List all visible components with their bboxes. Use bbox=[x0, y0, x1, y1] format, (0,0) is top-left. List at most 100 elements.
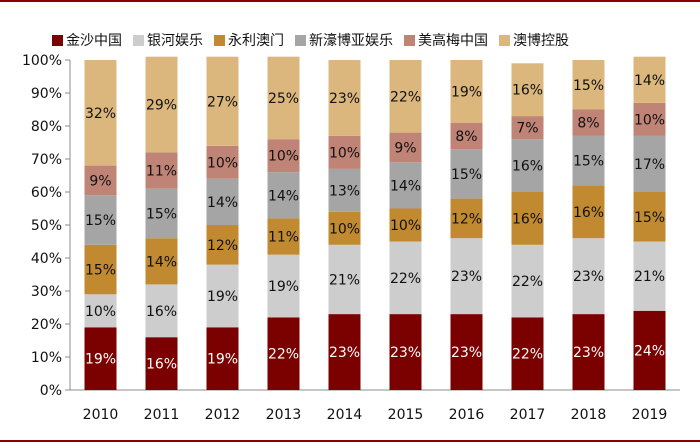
legend-item: 新濠博亚娱乐 bbox=[295, 30, 393, 50]
bar-segment bbox=[206, 56, 239, 146]
bar-segment bbox=[633, 310, 666, 390]
bar-data-label: 19% bbox=[451, 84, 482, 100]
bar-data-label: 10% bbox=[329, 145, 360, 161]
bar-data-label: 22% bbox=[512, 274, 543, 290]
bar-data-label: 16% bbox=[146, 304, 177, 320]
bar-data-label: 16% bbox=[573, 205, 604, 221]
bar-data-label: 29% bbox=[146, 98, 177, 114]
bar-data-label: 25% bbox=[268, 91, 299, 107]
bar-data-label: 23% bbox=[451, 345, 482, 361]
bar-segment bbox=[206, 145, 239, 179]
bar-segment bbox=[572, 238, 605, 315]
bar-segment bbox=[511, 139, 544, 192]
bar-data-label: 23% bbox=[390, 345, 421, 361]
bar-data-label: 15% bbox=[573, 78, 604, 94]
bar-data-label: 12% bbox=[451, 211, 482, 227]
bar-data-label: 10% bbox=[329, 221, 360, 237]
bar-data-label: 10% bbox=[268, 149, 299, 165]
legend-swatch bbox=[295, 34, 306, 46]
legend-label: 美高梅中国 bbox=[418, 33, 488, 49]
bar-segment bbox=[511, 192, 544, 245]
bar-segment bbox=[84, 60, 117, 166]
y-tick-label: 100% bbox=[22, 53, 62, 69]
x-tick-label: 2013 bbox=[266, 407, 302, 423]
x-tick-label: 2016 bbox=[449, 407, 485, 423]
bar-segment bbox=[633, 192, 666, 242]
bar-segment bbox=[84, 165, 117, 196]
bar-segment bbox=[633, 135, 666, 192]
bottom-frame-line bbox=[0, 440, 700, 442]
bar-segment bbox=[145, 56, 178, 153]
bar-segment bbox=[511, 317, 544, 390]
bar-data-label: 11% bbox=[146, 164, 177, 180]
bar-data-label: 12% bbox=[207, 238, 238, 254]
bar-data-label: 15% bbox=[451, 167, 482, 183]
y-tick-label: 90% bbox=[31, 86, 62, 102]
bar-data-label: 9% bbox=[394, 140, 416, 156]
bar-data-label: 19% bbox=[268, 279, 299, 295]
bar-segment bbox=[328, 314, 361, 390]
legend-swatch bbox=[499, 34, 510, 46]
bar-data-label: 27% bbox=[207, 94, 238, 110]
bar-data-label: 8% bbox=[455, 129, 477, 145]
y-tick-label: 20% bbox=[31, 317, 62, 333]
legend: 金沙中国 银河娱乐 永利澳门 新濠博亚娱乐 美高梅中国 澳博控股 bbox=[52, 30, 580, 50]
bar-segment bbox=[511, 116, 544, 140]
x-tick-label: 2018 bbox=[571, 407, 607, 423]
legend-item: 银河娱乐 bbox=[133, 30, 203, 50]
x-tick-label: 2019 bbox=[632, 407, 668, 423]
bar-segment bbox=[450, 122, 483, 150]
bar-data-label: 14% bbox=[390, 178, 421, 194]
bar-data-label: 23% bbox=[329, 345, 360, 361]
bar-segment bbox=[267, 172, 300, 219]
bar-segment bbox=[84, 294, 117, 328]
bar-data-label: 23% bbox=[573, 269, 604, 285]
bar-segment bbox=[206, 178, 239, 225]
x-tick-label: 2011 bbox=[144, 407, 180, 423]
bar-segment bbox=[389, 241, 422, 315]
bar-segment bbox=[267, 218, 300, 255]
bar-segment bbox=[206, 264, 239, 328]
top-frame-line bbox=[0, 0, 700, 2]
bar-data-label: 22% bbox=[268, 347, 299, 363]
bar-data-label: 19% bbox=[85, 352, 116, 368]
bar-segment bbox=[328, 244, 361, 315]
bar-data-label: 16% bbox=[512, 211, 543, 227]
bar-segment bbox=[389, 208, 422, 242]
legend-label: 新濠博亚娱乐 bbox=[309, 33, 393, 49]
bar-segment bbox=[572, 135, 605, 186]
bar-data-label: 21% bbox=[329, 272, 360, 288]
bar-segment bbox=[267, 139, 300, 173]
bar-segment bbox=[328, 211, 361, 245]
y-tick-label: 30% bbox=[31, 284, 62, 300]
bar-segment bbox=[84, 195, 117, 245]
bar-segment bbox=[206, 327, 239, 390]
bar-data-label: 10% bbox=[85, 304, 116, 320]
bar-segment bbox=[572, 60, 605, 110]
bar-segment bbox=[633, 241, 666, 311]
bar-segment bbox=[145, 188, 178, 239]
legend-swatch bbox=[133, 34, 144, 46]
bar-data-label: 13% bbox=[329, 183, 360, 199]
bar-data-label: 15% bbox=[146, 206, 177, 222]
bar-data-label: 17% bbox=[634, 157, 665, 173]
legend-swatch bbox=[214, 34, 225, 46]
legend-item: 澳博控股 bbox=[499, 30, 569, 50]
bar-segment bbox=[328, 168, 361, 212]
bar-segment bbox=[267, 317, 300, 390]
bar-data-label: 19% bbox=[207, 352, 238, 368]
bar-segment bbox=[450, 60, 483, 123]
legend-swatch bbox=[404, 34, 415, 46]
bar-data-label: 19% bbox=[207, 289, 238, 305]
bar-data-label: 15% bbox=[85, 213, 116, 229]
bar-data-label: 21% bbox=[634, 269, 665, 285]
bar-data-label: 9% bbox=[89, 173, 111, 189]
bar-data-label: 16% bbox=[146, 357, 177, 373]
bar-segment bbox=[267, 254, 300, 318]
bar-data-label: 10% bbox=[390, 218, 421, 234]
bar-segment bbox=[84, 327, 117, 390]
bar-segment bbox=[328, 60, 361, 136]
bar-segment bbox=[389, 162, 422, 209]
bar-segment bbox=[511, 244, 544, 318]
y-tick-label: 10% bbox=[31, 350, 62, 366]
